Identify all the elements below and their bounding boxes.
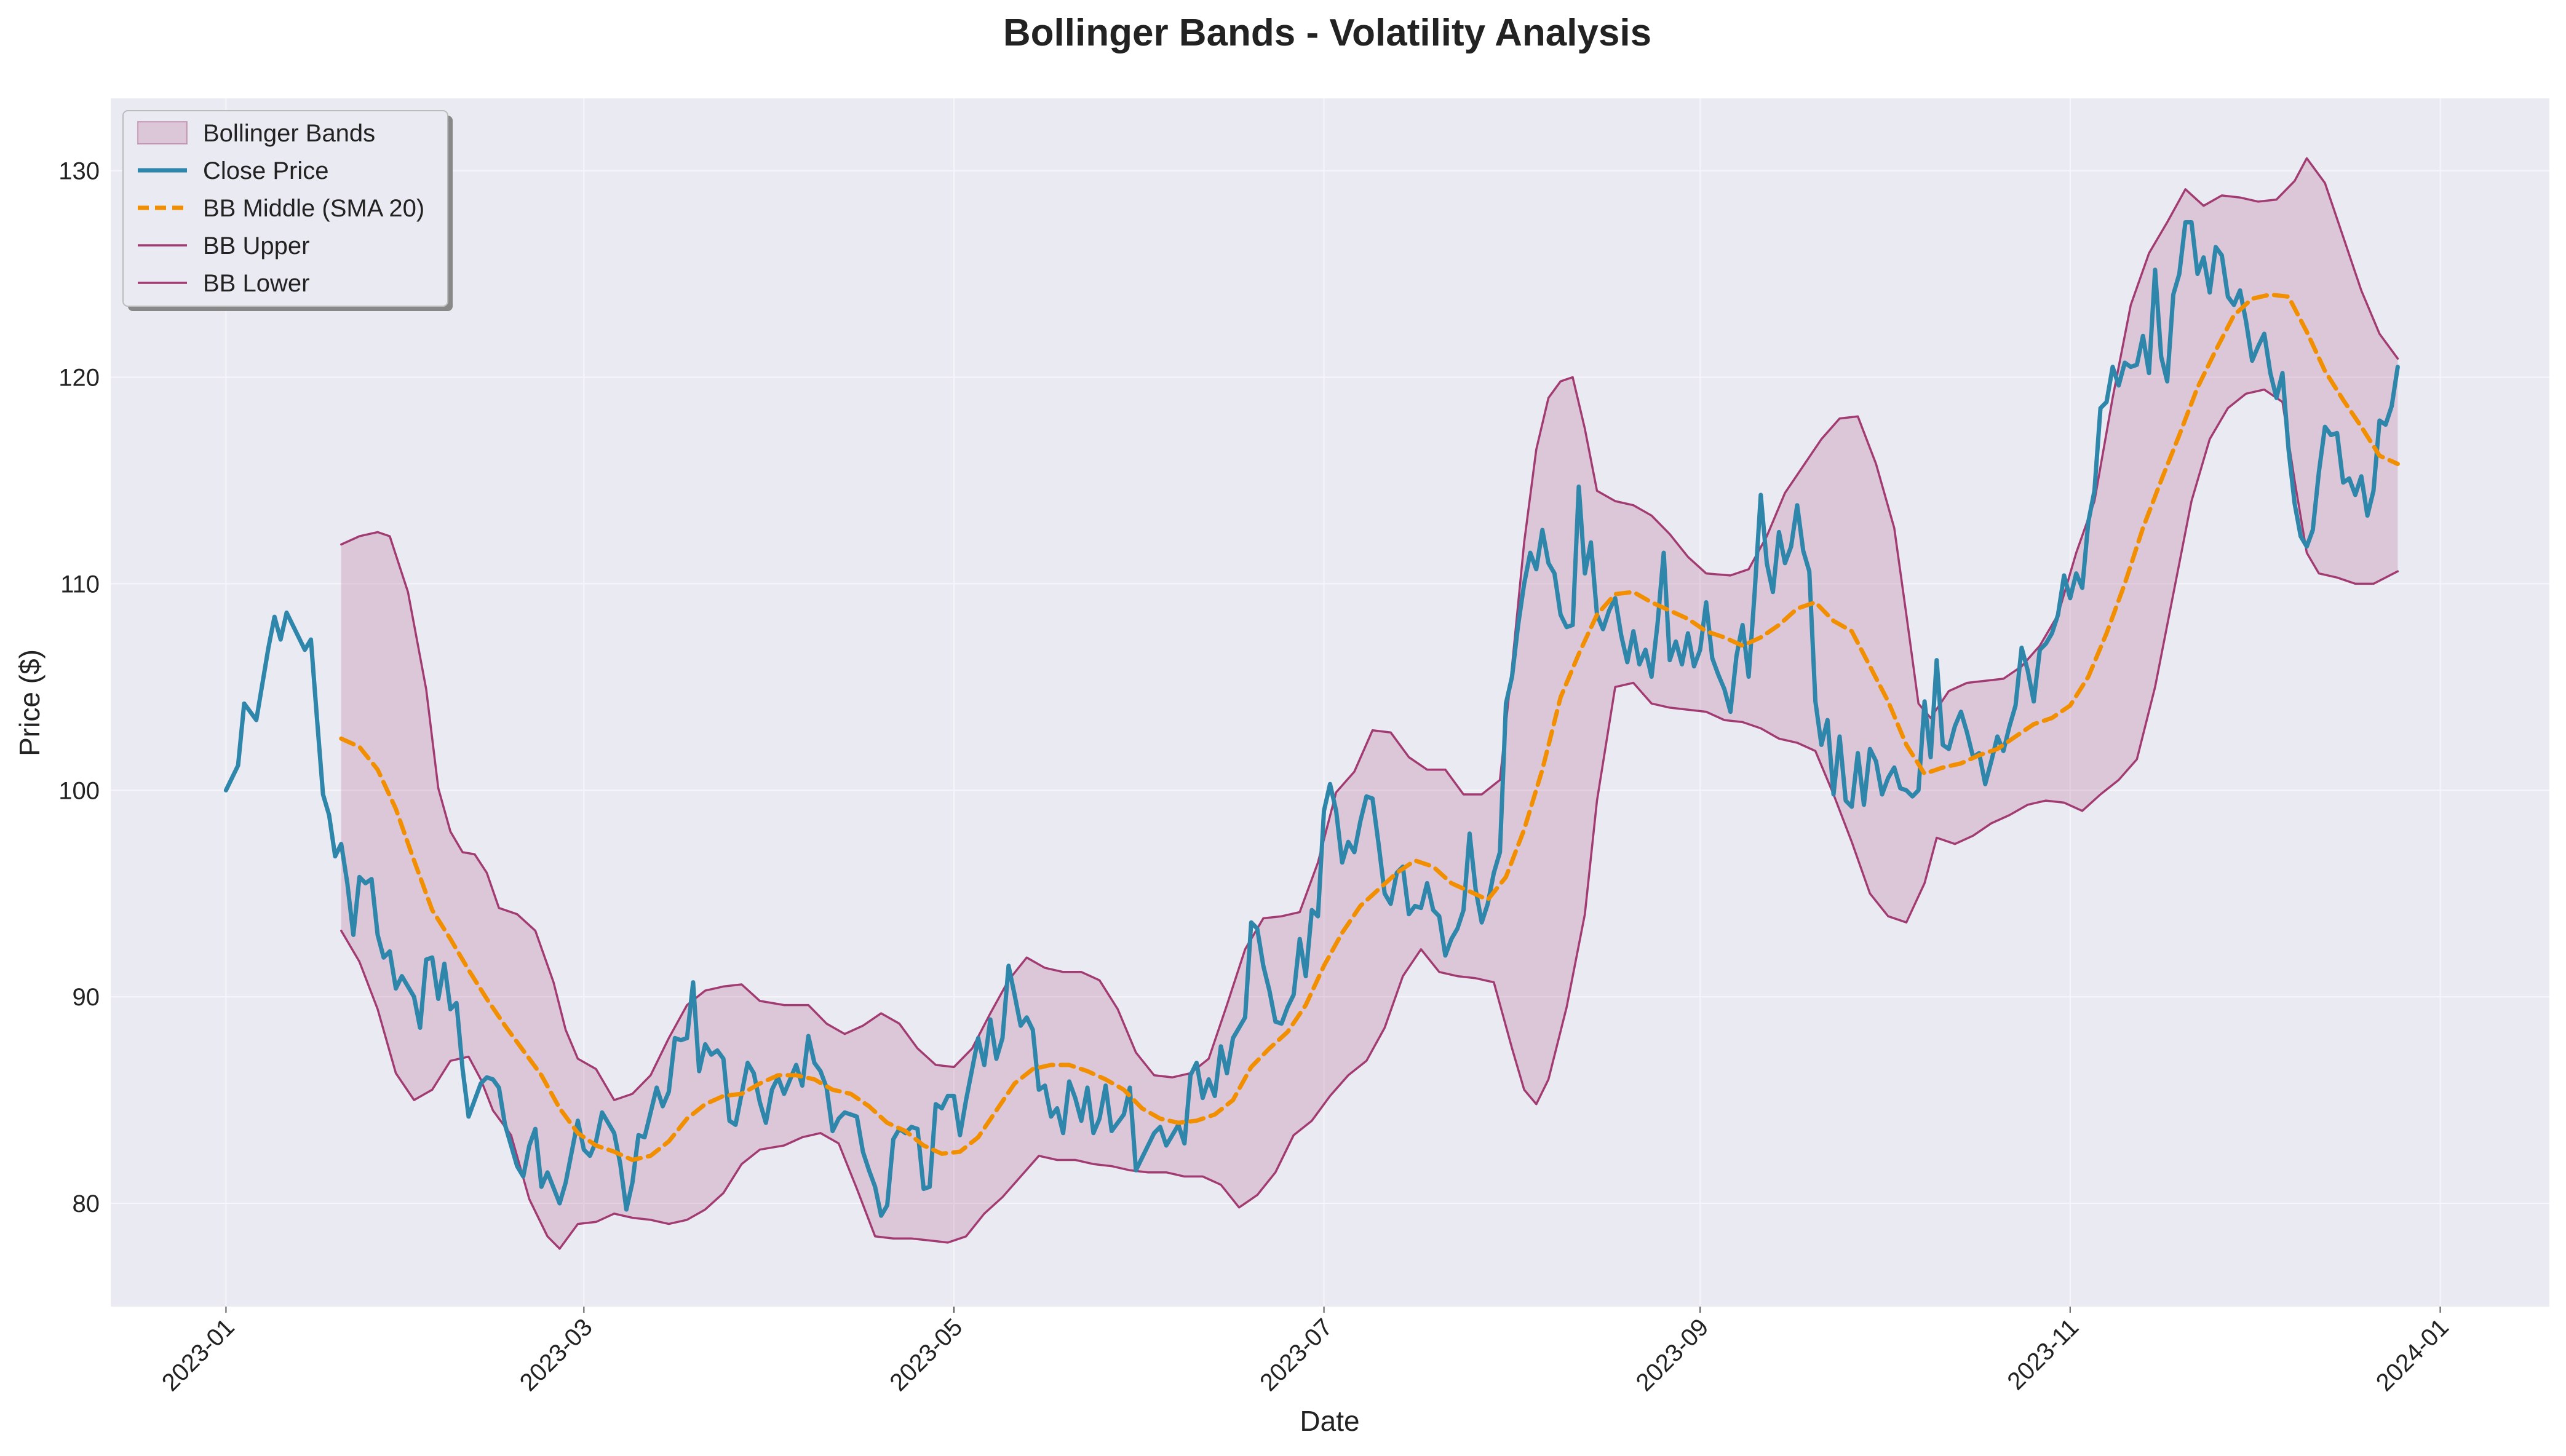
bollinger-band-fill xyxy=(341,158,2398,1249)
legend-box xyxy=(122,110,448,307)
y-tick-label: 90 xyxy=(73,984,100,1011)
x-axis-label: Date xyxy=(1300,1405,1359,1437)
legend-swatch-band xyxy=(137,121,188,144)
legend: Bollinger Bands Close Price BB Middle (SMA… xyxy=(122,110,453,311)
series-lines xyxy=(223,157,2400,1250)
plot-area xyxy=(111,98,2549,1307)
y-tick-label: 110 xyxy=(60,571,100,598)
legend-label: BB Upper xyxy=(203,232,309,259)
y-tick-label: 120 xyxy=(58,364,100,391)
y-axis-ticks: 80 90 100 110 120 130 xyxy=(58,158,100,1217)
y-axis-label: Price ($) xyxy=(14,649,46,756)
y-tick-label: 130 xyxy=(58,158,100,185)
legend-label: Bollinger Bands xyxy=(203,120,375,147)
legend-label: BB Lower xyxy=(203,270,309,297)
chart-title: Bollinger Bands - Volatility Analysis xyxy=(1003,12,1651,54)
series-line-bb-middle-sma-20 xyxy=(339,292,2400,1162)
y-tick-label: 100 xyxy=(58,777,100,804)
series-line-bb-upper xyxy=(340,157,2399,1101)
series-line-close-price xyxy=(223,220,2400,1218)
band-area xyxy=(341,158,2398,1249)
legend-label: BB Middle (SMA 20) xyxy=(203,195,424,222)
y-tick-label: 80 xyxy=(73,1190,100,1217)
series-line-bb-lower xyxy=(340,388,2399,1250)
legend-label: Close Price xyxy=(203,157,329,184)
